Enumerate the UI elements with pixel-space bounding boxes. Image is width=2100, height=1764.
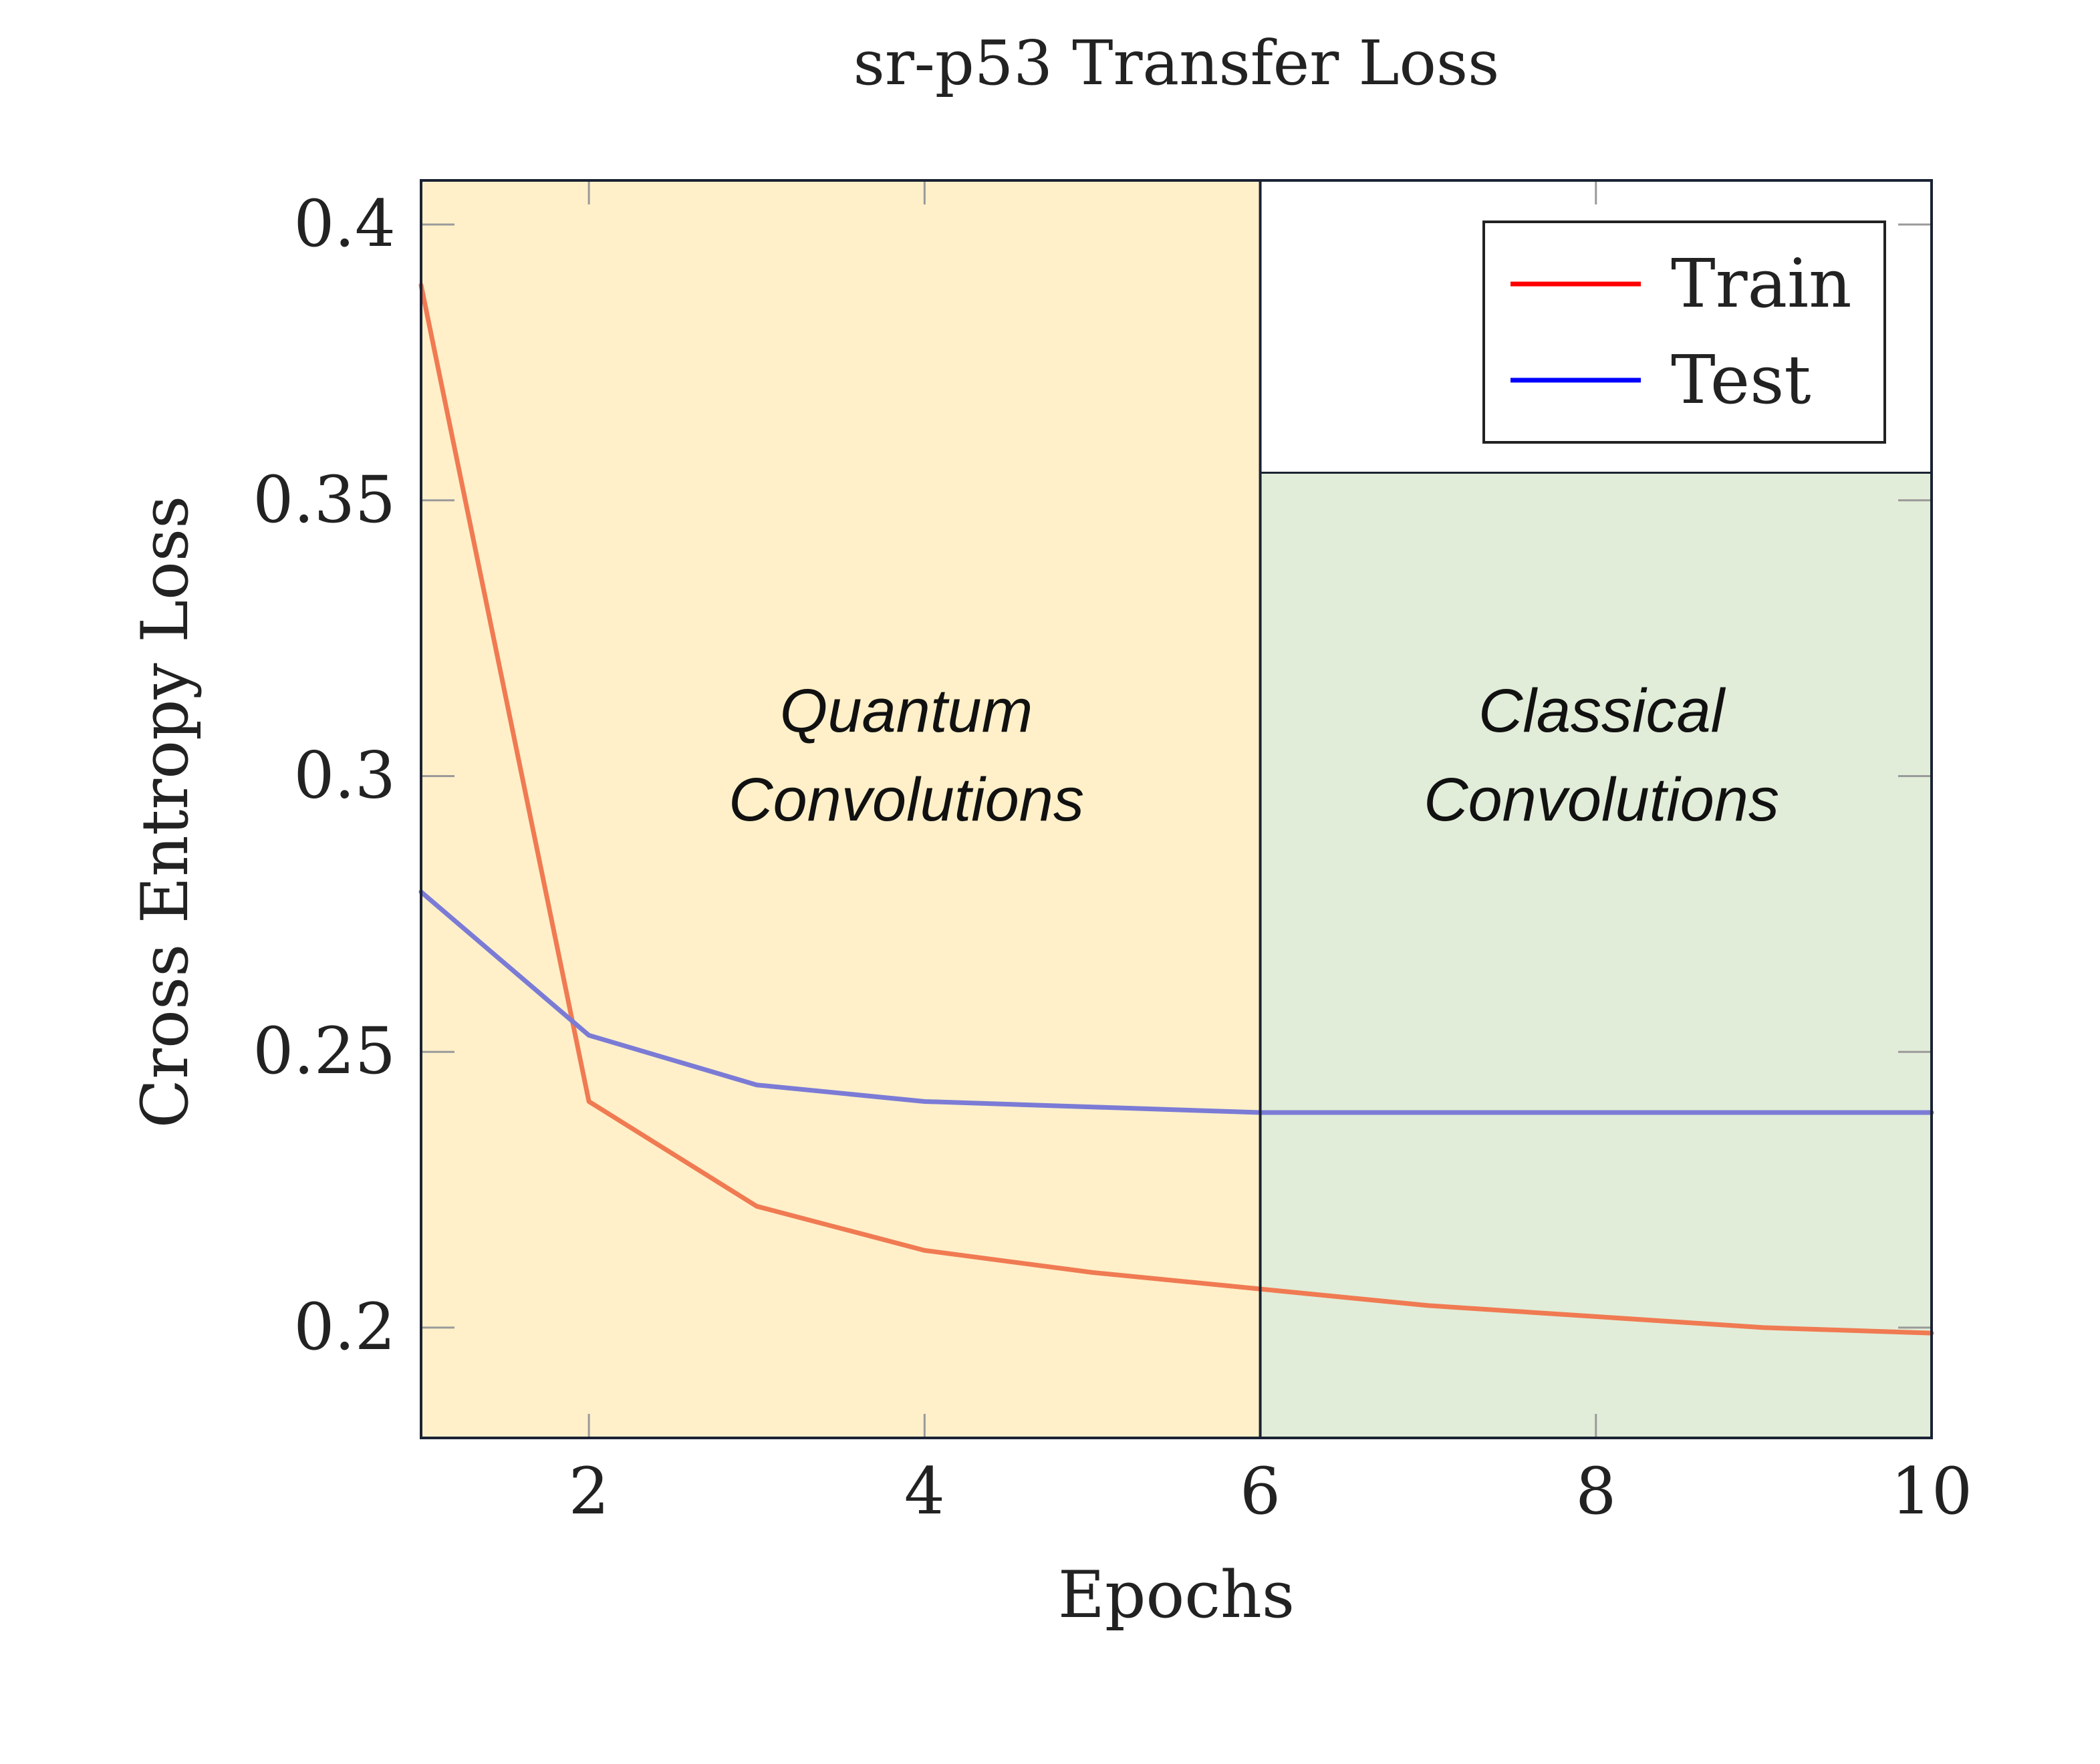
y-tick-label: 0.3 [293, 738, 396, 813]
y-tick-label: 0.4 [293, 186, 396, 261]
region-label: Quantum [780, 677, 1033, 745]
y-axis-label: Cross Entropy Loss [128, 496, 203, 1129]
region-label: Convolutions [1424, 766, 1779, 834]
plot-area: Quantum Convolutions Classical Convolutions… [253, 179, 1972, 1529]
legend-label: Train [1671, 245, 1852, 323]
x-tick-label: 8 [1575, 1454, 1616, 1529]
legend-box [1482, 220, 1886, 444]
x-tick-label: 4 [904, 1454, 945, 1529]
legend-label: Test [1671, 341, 1811, 419]
x-axis-label: Epochs [1058, 1558, 1295, 1632]
legend: Train Test [1482, 220, 1886, 444]
y-tick-label: 0.25 [253, 1014, 396, 1088]
chart-title: sr-p53 Transfer Loss [854, 27, 1500, 99]
x-tick-label: 2 [569, 1454, 610, 1529]
plot-frame [420, 179, 1933, 1439]
y-tick-label: 0.2 [293, 1290, 396, 1364]
region-label: Classical [1478, 677, 1726, 745]
series-line-train [418, 283, 1934, 1336]
y-tick-label: 0.35 [253, 462, 396, 537]
region-label: Convolutions [729, 766, 1084, 834]
x-tick-label: 6 [1240, 1454, 1281, 1529]
region-background [1259, 471, 1933, 1439]
series-line-test [418, 889, 1934, 1115]
x-tick-label: 10 [1891, 1454, 1972, 1529]
